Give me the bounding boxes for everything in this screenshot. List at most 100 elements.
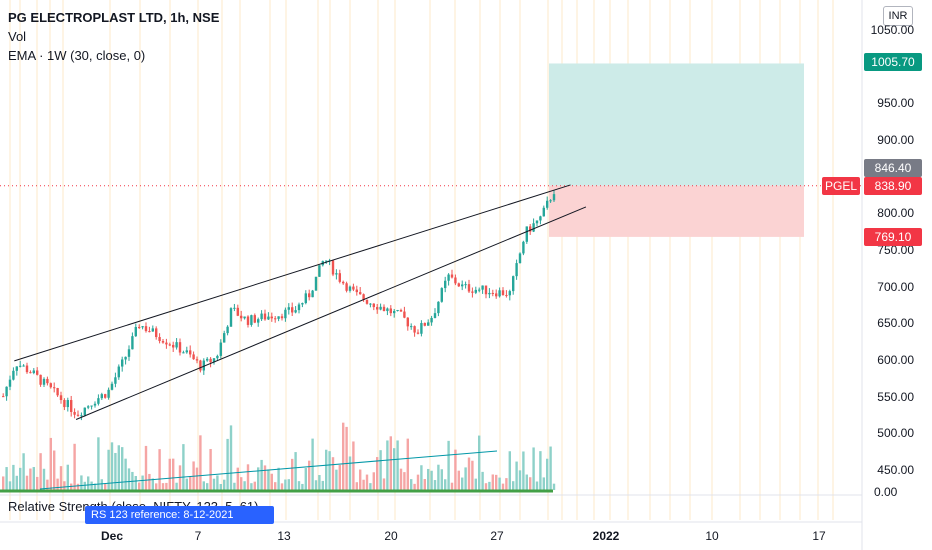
volume-bar-109 [372,472,375,490]
candle-body-133 [454,277,457,284]
volume-bar-76 [260,459,263,490]
volume-bar-73 [250,483,253,490]
candle-body-127 [433,313,437,318]
candle-body-95 [325,260,328,262]
volume-bar-101 [345,426,348,490]
volume-bar-65 [223,479,226,490]
volume-bar-142 [484,483,488,490]
volume-bar-128 [437,464,440,490]
volume-bar-8 [29,468,32,490]
volume-bar-9 [32,467,35,490]
symbol-title[interactable]: PG ELECTROPLAST LTD, 1h, NSE [8,10,220,25]
candle-body-86 [294,310,297,313]
volume-bar-81 [277,467,280,490]
candle-body-122 [416,332,420,334]
volume-bar-162 [552,483,556,490]
volume-bar-98 [335,469,338,490]
candle-body-155 [529,226,532,232]
candle-body-1 [5,386,8,397]
volume-bar-32 [110,442,114,490]
volume-bar-126 [430,470,433,490]
volume-bar-4 [15,475,18,490]
candle-body-48 [165,342,168,345]
volume-bar-53 [182,444,185,490]
candle-body-139 [474,289,477,293]
candle-body-160 [546,200,549,208]
volume-bar-100 [342,422,345,490]
price-tick-label: 1050.00 [870,23,914,37]
ema-indicator-label[interactable]: EMA · 1W (30, close, 0) [8,48,146,63]
volume-bar-155 [529,477,532,490]
volume-bar-2 [8,481,12,490]
volume-bar-92 [314,480,318,490]
volume-bar-29 [100,479,103,490]
volume-bar-21 [73,443,76,490]
candle-body-15 [53,387,56,389]
candle-body-115 [393,311,396,314]
target-price-tag: 1005.70 [864,53,922,71]
candle-body-92 [314,276,318,291]
volume-bar-149 [508,451,511,490]
volume-bar-102 [348,456,352,490]
volume-bar-19 [66,464,69,490]
currency-button[interactable]: INR [883,6,913,26]
candle-body-16 [56,387,59,396]
candle-body-117 [399,309,403,312]
candle-body-24 [83,407,86,416]
candle-body-93 [318,265,321,277]
candle-body-77 [263,313,267,320]
candle-body-72 [246,316,250,325]
candle-body-114 [389,308,392,314]
volume-bar-66 [226,438,229,490]
candle-body-154 [525,226,528,242]
candle-body-90 [308,293,311,298]
candle-body-150 [512,276,515,292]
price-tick-label: 650.00 [877,316,914,331]
candle-body-19 [66,400,69,408]
volume-bar-120 [410,479,413,490]
candle-body-45 [155,328,158,338]
time-tick-label: 2022 [592,529,620,543]
volume-bar-111 [379,450,382,490]
candle-body-58 [199,360,202,371]
candle-body-106 [362,294,365,301]
volume-bar-58 [199,435,202,490]
candle-body-85 [291,307,294,313]
volume-bar-71 [243,481,246,490]
candle-body-64 [219,342,222,356]
volume-bar-87 [297,481,301,490]
candle-body-79 [270,316,273,319]
volume-bar-105 [359,469,362,490]
volume-bar-43 [148,473,151,490]
volume-bar-108 [369,483,372,490]
volume-bar-131 [447,440,450,490]
volume-bar-94 [321,480,324,490]
vol-indicator-label[interactable]: Vol [8,29,27,44]
volume-bar-69 [236,467,239,490]
time-tick-label: Dec [100,529,124,543]
candle-body-68 [233,307,236,309]
volume-bar-118 [403,472,406,490]
volume-bar-159 [542,477,545,490]
volume-bar-88 [301,483,304,490]
candle-body-108 [369,303,372,305]
candle-body-9 [32,370,35,374]
volume-bar-93 [318,475,321,490]
candle-body-102 [348,286,352,291]
candle-body-42 [144,326,148,332]
volume-bar-0 [2,476,5,490]
volume-bar-5 [19,467,22,490]
candle-body-44 [151,328,154,332]
volume-bar-59 [202,481,205,490]
high-price-tag: 846.40 [864,159,922,177]
volume-bar-1 [5,467,8,490]
candle-body-60 [206,358,209,361]
volume-bar-161 [549,446,552,490]
candle-body-73 [250,315,253,325]
volume-bar-62 [212,478,216,490]
candle-body-128 [437,301,440,314]
candle-body-107 [365,300,369,304]
volume-bar-67 [229,425,233,490]
candle-body-75 [257,319,260,323]
